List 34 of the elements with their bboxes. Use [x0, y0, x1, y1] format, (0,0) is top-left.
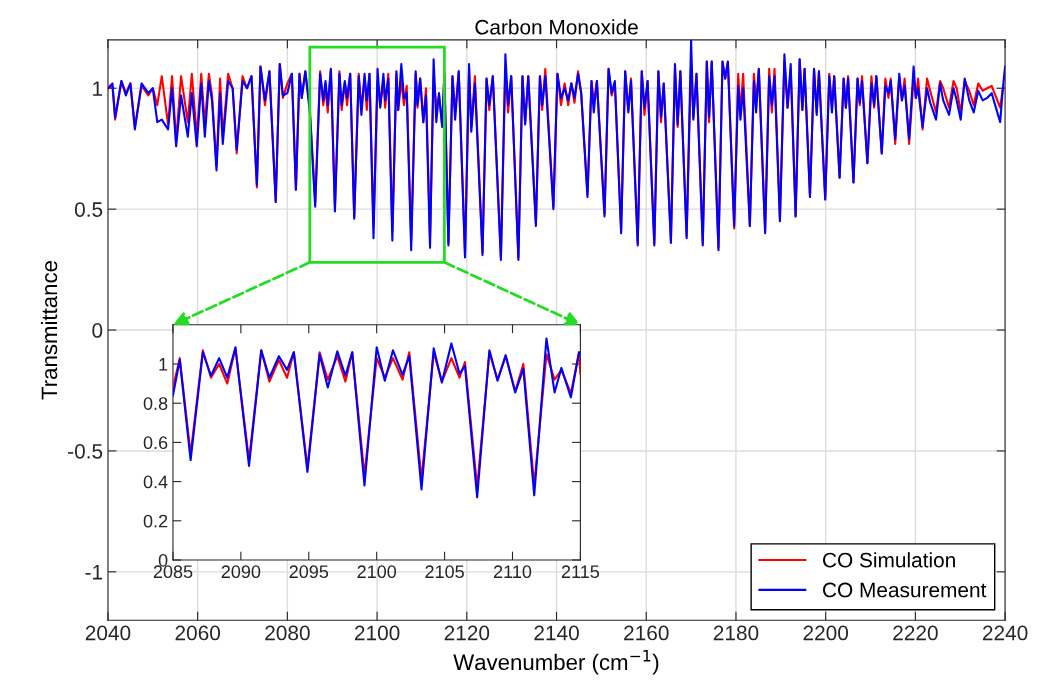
x-axis-title: Wavenumber (cm$^{−1}$) — [453, 650, 659, 675]
y-tick-label: 1 — [93, 81, 103, 96]
y-tick-label: 0.8 — [143, 397, 168, 410]
x-tick-label: 2085 — [153, 565, 193, 579]
y-tick-label: 1 — [159, 358, 168, 371]
legend-label: CO Simulation — [823, 552, 955, 568]
y-tick-label: 0 — [92, 323, 103, 338]
y-tick-label: 0.2 — [143, 514, 168, 528]
x-tick-label: 2060 — [175, 625, 221, 641]
chart-title: Carbon Monoxide — [475, 19, 638, 35]
x-tick-label: 2100 — [354, 625, 400, 641]
x-tick-label: 2105 — [425, 565, 464, 579]
y-tick-label: 0 — [158, 553, 168, 567]
x-tick-label: 2120 — [444, 625, 490, 641]
y-tick-label: 0.5 — [74, 202, 103, 217]
legend-label: CO Measurement — [823, 582, 987, 598]
x-tick-label: 2100 — [357, 565, 397, 579]
x-tick-label: 2240 — [982, 625, 1028, 641]
x-tick-label: 2220 — [893, 625, 938, 641]
x-tick-label: 2110 — [493, 565, 532, 579]
y-tick-label: -1 — [85, 565, 103, 580]
x-tick-label: 2160 — [624, 625, 669, 641]
x-tick-label: 2080 — [265, 625, 310, 641]
y-tick-label: -0.5 — [68, 443, 103, 459]
y-tick-label: 0.4 — [143, 475, 168, 489]
x-tick-label: 2090 — [221, 565, 261, 579]
x-tick-label: 2040 — [85, 625, 131, 641]
y-tick-label: 0.6 — [143, 436, 168, 450]
x-tick-label: 2200 — [803, 625, 849, 641]
x-tick-label: 2180 — [713, 625, 759, 641]
y-axis-title: Transmittance — [40, 261, 58, 400]
x-tick-label: 2140 — [534, 625, 579, 641]
x-tick-label: 2095 — [289, 565, 329, 579]
x-tick-label: 2115 — [561, 565, 600, 579]
